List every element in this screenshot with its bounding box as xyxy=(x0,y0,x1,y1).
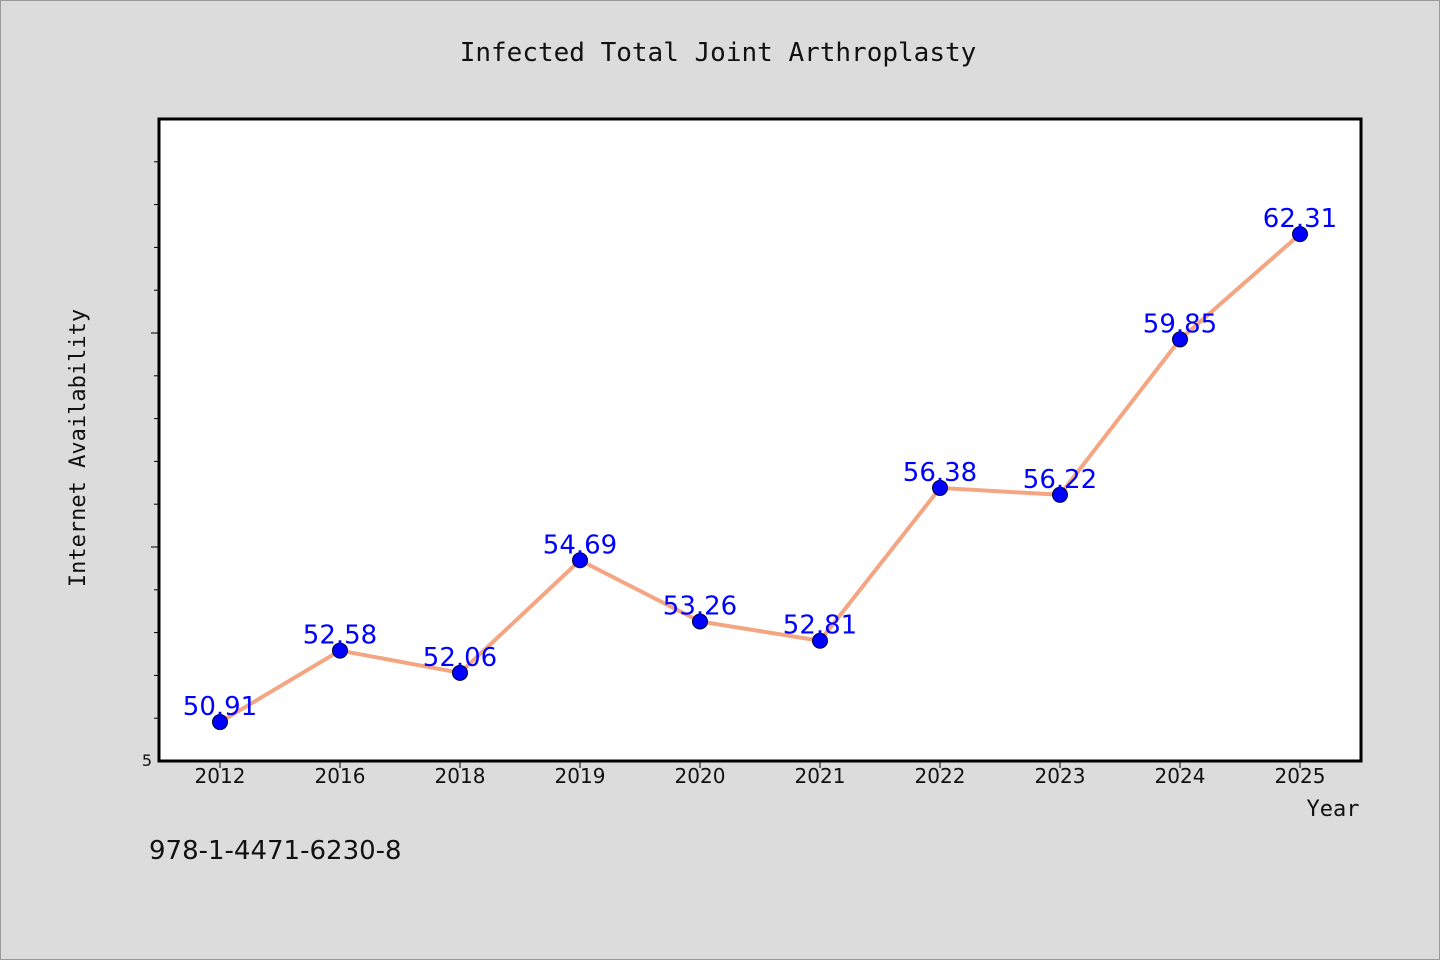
chart-title: Infected Total Joint Arthroplasty xyxy=(460,38,977,68)
x-tick-label: 2018 xyxy=(435,764,486,788)
y-tick-label: 5 xyxy=(142,751,152,770)
x-tick-label: 2023 xyxy=(1035,764,1086,788)
data-point xyxy=(332,642,348,659)
data-label: 54.69 xyxy=(543,530,617,560)
data-label: 56.38 xyxy=(903,458,977,488)
x-tick-label: 2016 xyxy=(315,764,366,788)
x-tick-label: 2021 xyxy=(795,764,846,788)
x-tick-label: 2022 xyxy=(915,764,966,788)
data-point xyxy=(932,479,948,496)
data-label: 62.31 xyxy=(1263,204,1337,234)
isbn-annotation: 978-1-4471-6230-8 xyxy=(149,836,402,866)
x-tick-label: 2012 xyxy=(195,764,246,788)
x-tick-label: 2025 xyxy=(1275,764,1326,788)
data-point xyxy=(212,714,228,731)
y-axis: 5 xyxy=(142,161,159,770)
data-point xyxy=(692,613,708,630)
data-label: 52.06 xyxy=(423,643,497,673)
series-group xyxy=(212,226,1308,731)
series-line xyxy=(218,232,1302,724)
x-axis: 2012 2016 2018 2019 2020 2021 2022 2023 2024 2025 xyxy=(195,761,1326,788)
data-label: 52.81 xyxy=(783,611,857,641)
data-point xyxy=(1292,226,1308,243)
data-point xyxy=(812,632,828,649)
data-label: 59.85 xyxy=(1143,309,1217,339)
data-label: 56.22 xyxy=(1023,465,1097,495)
data-point xyxy=(1052,486,1068,503)
data-label: 52.58 xyxy=(303,621,377,651)
data-label: 53.26 xyxy=(663,591,737,621)
y-axis-label: Internet Availability xyxy=(66,309,91,587)
plot-area xyxy=(157,117,1363,763)
data-labels: 50.91 52.58 52.06 54.69 53.26 52.81 56.38 56.22… xyxy=(183,204,1337,722)
x-tick-label: 2019 xyxy=(555,764,606,788)
x-tick-label: 2024 xyxy=(1155,764,1206,788)
x-axis-label: Year xyxy=(1307,797,1360,822)
data-point xyxy=(1172,331,1188,348)
x-tick-label: 2020 xyxy=(675,764,726,788)
data-point xyxy=(572,552,588,569)
data-point xyxy=(452,664,468,681)
data-label: 50.91 xyxy=(183,692,257,722)
